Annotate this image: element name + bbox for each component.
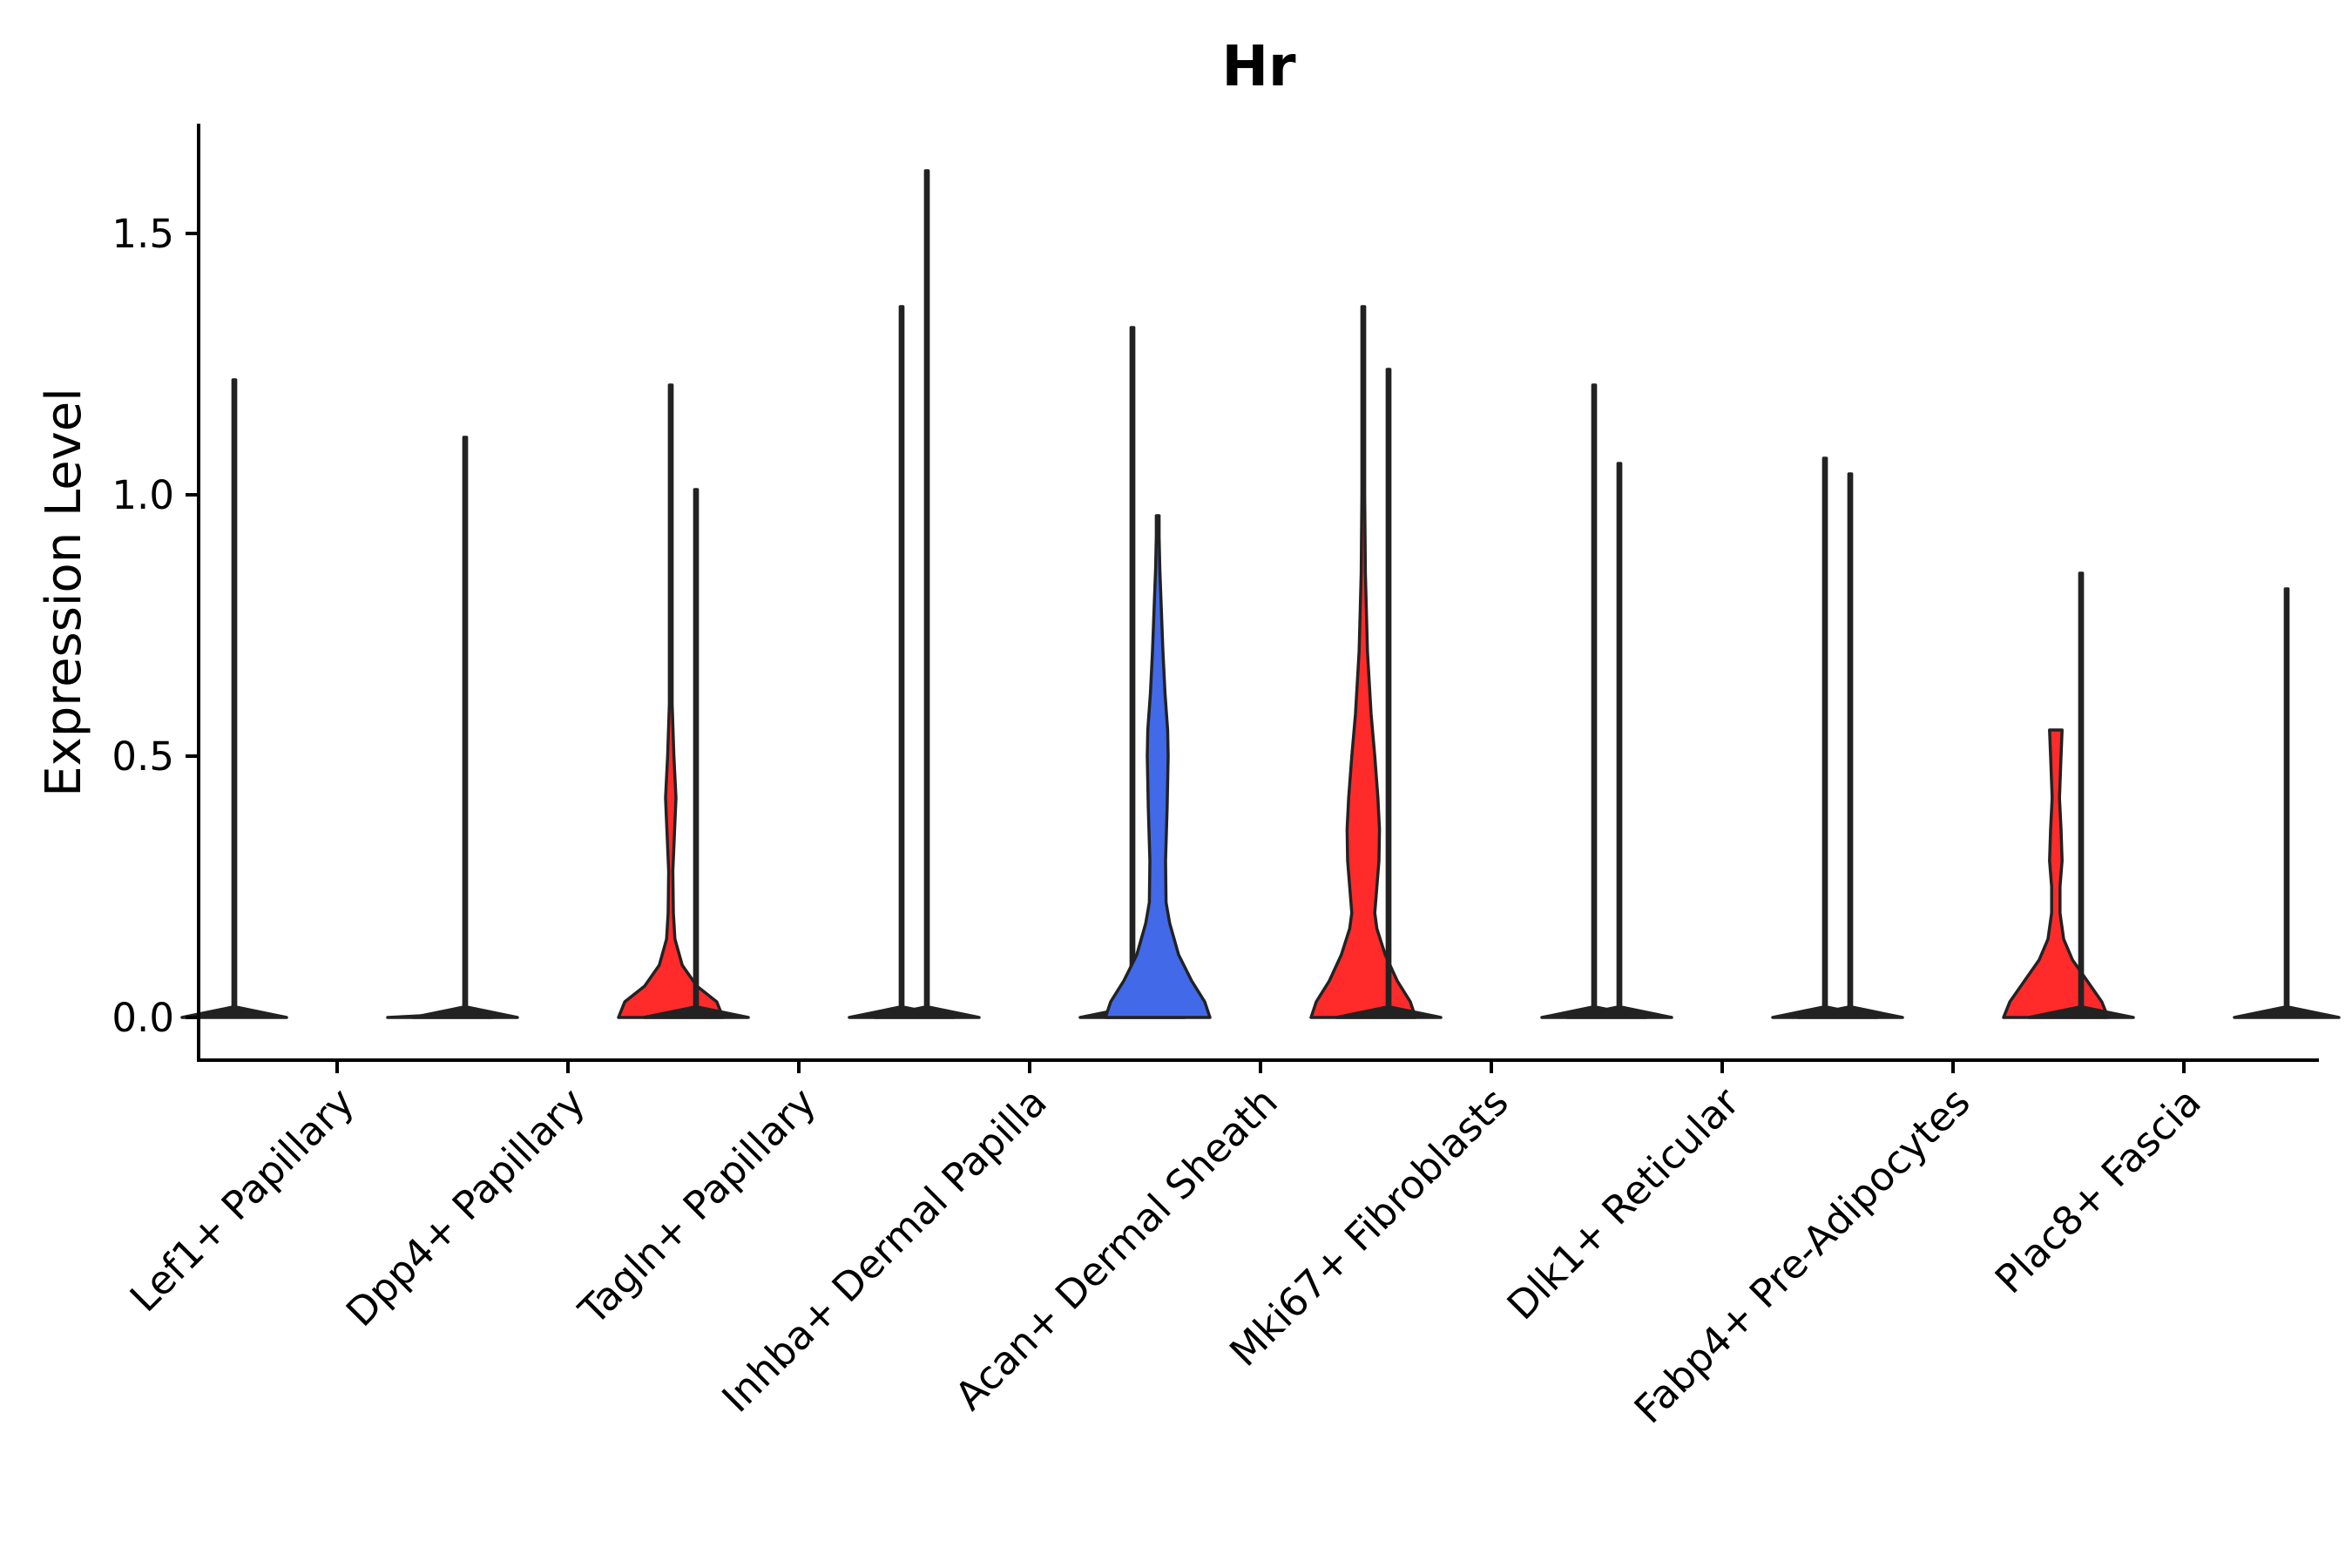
violin-a [1335,368,1443,1019]
y-tick-label: 0.0 [112,995,174,1041]
chart-title: Hr [1221,35,1296,99]
violin-a [1565,462,1673,1019]
violin-a [642,488,750,1019]
violin-a [180,378,288,1019]
violin-b [2233,587,2341,1019]
x-tick-label: Tagln+ Papillary [570,1078,825,1334]
x-tick-label: Plac8+ Fascia [1986,1078,2210,1302]
y-tick-label: 1.5 [112,211,174,257]
y-tick-label: 0.5 [112,733,174,780]
violin-b [1309,305,1417,1019]
x-tick-label: Dlk1+ Reticular [1498,1078,1748,1328]
violin-b [1540,383,1648,1019]
violin-group [180,169,2341,1019]
violin-a [2027,571,2135,1019]
y-axis-ticks: 0.0 0.5 1.0 1.5 [112,211,199,1041]
y-axis-title: Expression Level [36,388,92,797]
violin-a [411,436,519,1019]
violin-a [1104,514,1212,1019]
violin-b [1771,456,1879,1019]
violin-b [617,383,725,1019]
y-tick-label: 1.0 [112,472,174,518]
violin-a [873,169,981,1019]
x-tick-label: Dpp4+ Papillary [337,1078,594,1335]
violin-b [848,305,956,1019]
violin-b [2002,728,2110,1019]
x-tick-label: Lef1+ Papillary [121,1078,363,1321]
violin-a [1796,472,1904,1019]
